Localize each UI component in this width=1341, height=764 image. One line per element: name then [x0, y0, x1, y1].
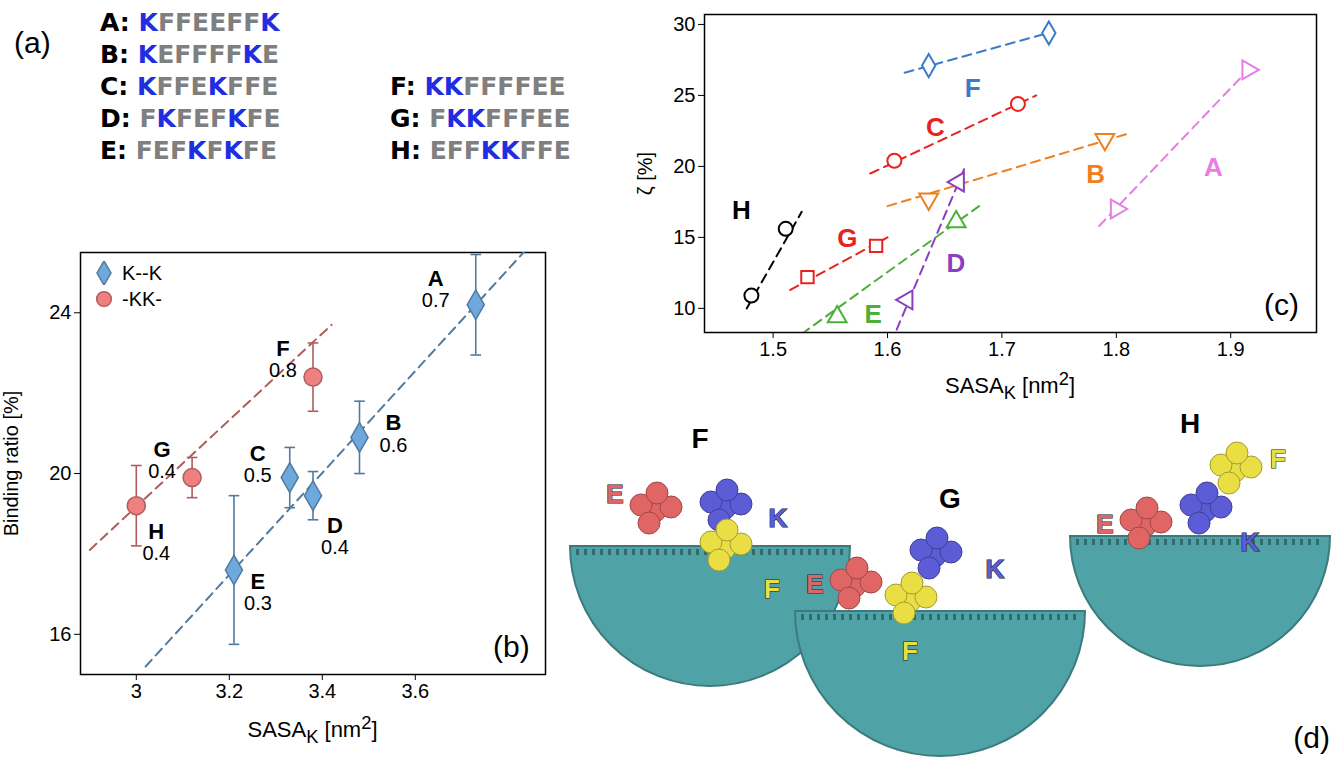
svg-text:1.8: 1.8: [1102, 338, 1130, 360]
svg-text:A: A: [428, 266, 444, 291]
svg-text:F: F: [276, 336, 289, 361]
svg-text:F: F: [691, 423, 708, 454]
svg-text:1.9: 1.9: [1217, 338, 1245, 360]
svg-text:1.7: 1.7: [988, 338, 1016, 360]
svg-text:10: 10: [673, 297, 695, 319]
svg-text:K: K: [769, 503, 788, 533]
svg-text:E: E: [606, 479, 623, 509]
svg-text:B: B: [1086, 159, 1105, 189]
html-text:B: K E F F F F K E: B: K E F F F F K E: [100, 40, 279, 69]
html-text:(a): (a): [14, 26, 51, 59]
svg-text:H: H: [148, 519, 164, 544]
svg-text:H: H: [1180, 408, 1200, 439]
svg-text:0.6: 0.6: [380, 434, 408, 456]
html-text:H: E F F K K F F E: H: E F F K K F F E: [390, 136, 571, 165]
svg-text:G: G: [837, 223, 857, 253]
svg-text:F: F: [902, 636, 918, 666]
html-text:A: K F F E E F F K: A: K F F E E F F K: [100, 8, 280, 37]
svg-text:0.4: 0.4: [321, 536, 349, 558]
svg-text:3.6: 3.6: [401, 680, 429, 702]
svg-text:D: D: [327, 513, 343, 538]
svg-text:F: F: [764, 574, 780, 604]
svg-text:20: 20: [673, 155, 695, 177]
svg-text:E: E: [251, 569, 266, 594]
svg-text:0.7: 0.7: [422, 289, 450, 311]
html-text:(b): (b): [493, 630, 530, 663]
svg-text:1.6: 1.6: [874, 338, 902, 360]
svg-text:E: E: [865, 299, 882, 329]
svg-text:24: 24: [49, 301, 71, 323]
svg-text:K: K: [986, 554, 1005, 584]
html-text:K--K: K--K: [122, 261, 162, 284]
svg-text:K: K: [1241, 527, 1260, 557]
svg-text:3: 3: [131, 680, 142, 702]
svg-text:0.8: 0.8: [269, 359, 297, 381]
svg-text:F: F: [965, 73, 981, 103]
svg-text:0.3: 0.3: [244, 592, 272, 614]
svg-text:E: E: [806, 569, 823, 599]
svg-text:(d): (d): [1293, 721, 1330, 754]
svg-text:15: 15: [673, 226, 695, 248]
html-text:SASAK[nm2]: SASAK[nm2]: [247, 712, 378, 747]
svg-text:G: G: [154, 437, 171, 462]
svg-text:D: D: [947, 248, 966, 278]
svg-text:16: 16: [49, 623, 71, 645]
svg-text:Binding ratio [%]: Binding ratio [%]: [0, 391, 22, 537]
svg-text:G: G: [939, 483, 961, 514]
svg-text:3.4: 3.4: [308, 680, 336, 702]
svg-text:C: C: [250, 441, 266, 466]
html-text:D: F K F E F K F E: D: F K F E F K F E: [100, 104, 281, 133]
svg-text:25: 25: [673, 84, 695, 106]
html-text:(c): (c): [1264, 288, 1299, 321]
html-text:-KK-: -KK-: [122, 287, 162, 310]
svg-text:0.4: 0.4: [142, 542, 170, 564]
svg-text:E: E: [1096, 509, 1113, 539]
svg-text:B: B: [386, 410, 402, 435]
svg-text:0.5: 0.5: [244, 464, 272, 486]
svg-text:C: C: [926, 112, 945, 142]
svg-text:A: A: [1204, 152, 1223, 182]
html-text:C: K F F E K F F E: C: K F F E K F F E: [100, 72, 279, 101]
html-text:G: F K K F F F E E: G: F K K F F F E E: [390, 104, 571, 133]
svg-text:F: F: [1270, 444, 1286, 474]
svg-text:0.4: 0.4: [148, 460, 176, 482]
svg-text:H: H: [732, 195, 751, 225]
svg-text:3.2: 3.2: [215, 680, 243, 702]
svg-text:30: 30: [673, 13, 695, 35]
html-text:E: F E F K F K F E: E: F E F K F K F E: [100, 136, 277, 165]
html-text:F: K K F F F F E E: F: K K F F F F E E: [390, 72, 566, 101]
svg-text:ζ [%]: ζ [%]: [634, 152, 656, 195]
html-text:SASAK[nm2]: SASAK[nm2]: [945, 368, 1075, 403]
svg-text:20: 20: [49, 462, 71, 484]
svg-text:1.5: 1.5: [759, 338, 787, 360]
